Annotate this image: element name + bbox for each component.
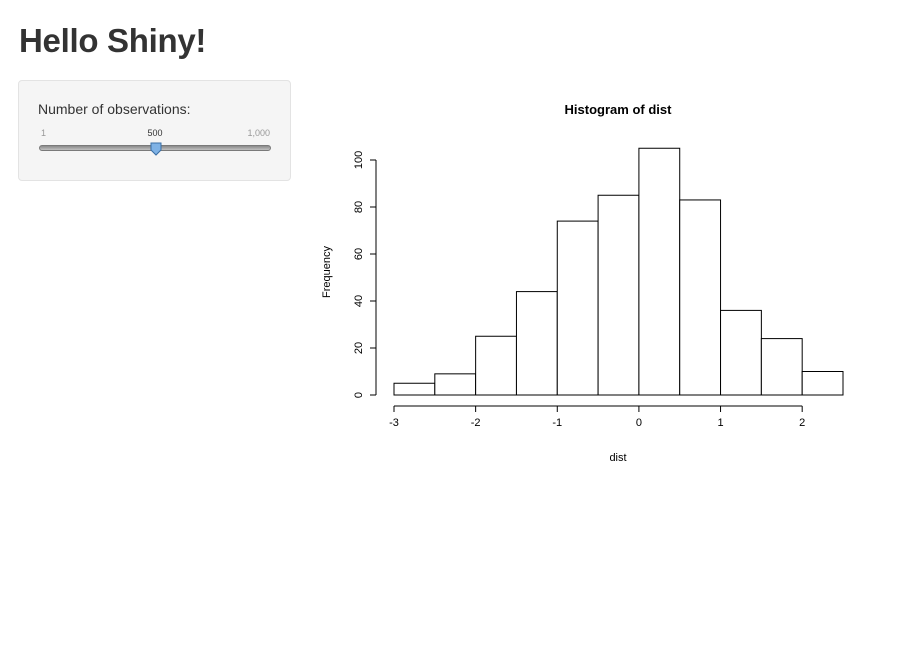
- y-tick-label: 20: [353, 342, 365, 354]
- page-title: Hello Shiny!: [19, 22, 207, 59]
- histogram-bar: [679, 199, 722, 396]
- slider-value-text: 500: [147, 128, 163, 138]
- observations-slider-handle[interactable]: [150, 142, 162, 156]
- histogram-bars: [393, 147, 844, 396]
- y-tick-label: 100: [353, 151, 365, 169]
- x-tick-label: 1: [717, 417, 723, 429]
- x-axis: -3 -2 -1 0 1 2: [389, 405, 805, 429]
- y-tick-label: 0: [353, 392, 365, 398]
- histogram-bar: [515, 291, 558, 396]
- y-tick-label: 40: [353, 295, 365, 307]
- chart-title: Histogram of dist: [565, 102, 673, 117]
- histogram-bar: [434, 373, 477, 396]
- histogram-bar: [597, 194, 640, 396]
- histogram-bar: [801, 371, 844, 396]
- x-axis-label: dist: [609, 452, 626, 464]
- x-tick-label: 0: [636, 417, 642, 429]
- y-tick-label: 80: [353, 201, 365, 213]
- histogram-bar: [760, 338, 803, 396]
- histogram-bar: [556, 220, 599, 396]
- histogram-plot: Histogram of dist Frequency dist -3 -2 -1 0…: [306, 90, 886, 480]
- observations-slider-label: Number of observations:: [38, 101, 191, 117]
- y-axis-label: Frequency: [321, 246, 333, 298]
- x-tick-label: 2: [799, 417, 805, 429]
- histogram-bar: [393, 382, 436, 396]
- slider-max-label: 1,000: [247, 128, 270, 138]
- x-tick-label: -3: [389, 417, 399, 429]
- histogram-bar: [475, 335, 517, 396]
- x-tick-label: -2: [471, 417, 481, 429]
- histogram-svg: Histogram of dist Frequency dist -3 -2 -1 0…: [321, 102, 844, 464]
- histogram-bar: [638, 147, 681, 396]
- sidebar-panel: Number of observations: 1 500 1,000: [18, 80, 291, 181]
- y-axis: 0 20 40 60 80 100: [353, 151, 377, 398]
- histogram-bar: [720, 309, 762, 396]
- slider-min-label: 1: [41, 128, 47, 138]
- y-tick-label: 60: [353, 248, 365, 260]
- x-tick-label: -1: [552, 417, 562, 429]
